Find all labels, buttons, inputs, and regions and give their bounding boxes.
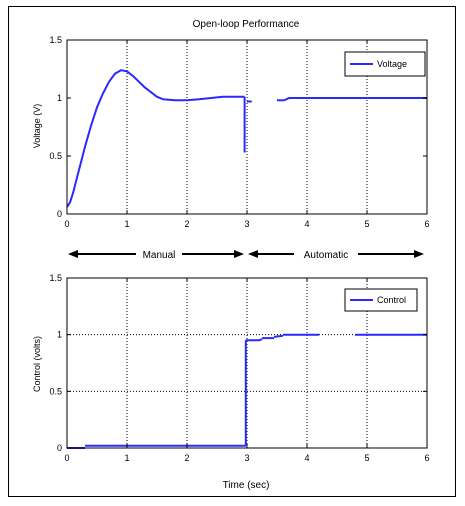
phase-annotation: Manual Automatic (68, 246, 424, 262)
manual-label-bg (136, 246, 182, 262)
bottom-plot: 0 1 2 3 4 5 6 0 0.5 1 1.5 Control (49, 273, 429, 463)
automatic-label-bg (294, 246, 358, 262)
top-plot-ytick-label: 0.5 (49, 151, 62, 161)
bottom-plot-ytick-label: 0.5 (49, 386, 62, 396)
bottom-plot-xtick-label: 1 (124, 453, 129, 463)
top-plot-xtick-label: 3 (244, 219, 249, 229)
top-plot-xtick-label: 6 (424, 219, 429, 229)
top-plot-ylabel: Voltage (V) (32, 104, 42, 149)
top-plot-xtick-label: 2 (184, 219, 189, 229)
bottom-plot-ylabel: Control (volts) (32, 336, 42, 392)
bottom-plot-xtick-label: 6 (424, 453, 429, 463)
bottom-plot-legend (344, 288, 418, 312)
top-plot-series-line (66, 69, 245, 208)
top-plot-ytick-label: 1 (57, 93, 62, 103)
bottom-plot-legend-label: Control (377, 295, 406, 305)
bottom-plot-ytick-label: 1.5 (49, 273, 62, 283)
top-plot-title: Open-loop Performance (193, 19, 300, 30)
bottom-plot-ytick-label: 1 (57, 330, 62, 340)
manual-label: Manual (143, 250, 176, 261)
top-plot-xtick-label: 5 (364, 219, 369, 229)
manual-arrow-left-head (68, 250, 78, 258)
bottom-plot-xtick-label: 2 (184, 453, 189, 463)
bottom-plot-xtick-label: 4 (304, 453, 309, 463)
manual-arrow-right-head (234, 250, 244, 258)
automatic-arrow-right-head (414, 250, 424, 258)
top-plot-ytick-label: 1.5 (49, 35, 62, 45)
top-plot: 0 1 2 3 4 5 6 0 0.5 1 1.5 Voltage (49, 35, 429, 229)
top-plot-ytick-label: 0 (57, 209, 62, 219)
top-plot-series-line (283, 97, 427, 102)
bottom-plot-xlabel: Time (sec) (223, 480, 270, 491)
bottom-plot-xtick-label: 0 (64, 453, 69, 463)
bottom-plot-series-line (273, 334, 284, 338)
automatic-label: Automatic (304, 250, 348, 261)
bottom-plot-xtick-label: 3 (244, 453, 249, 463)
top-plot-xtick-label: 0 (64, 219, 69, 229)
top-plot-xtick-label: 4 (304, 219, 309, 229)
top-plot-xtick-label: 1 (124, 219, 129, 229)
figure-border (8, 6, 456, 497)
bottom-plot-ytick-label: 0 (57, 443, 62, 453)
top-plot-legend-label: Voltage (377, 59, 407, 69)
bottom-plot-xtick-label: 5 (364, 453, 369, 463)
automatic-arrow-left-head (248, 250, 258, 258)
bottom-plot-series-line (245, 338, 263, 342)
